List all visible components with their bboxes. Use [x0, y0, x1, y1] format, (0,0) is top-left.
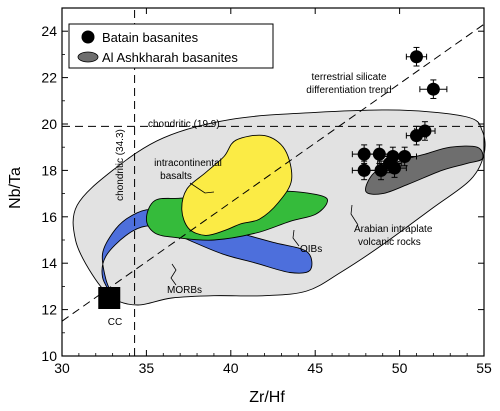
batain-basanite-marker — [426, 82, 440, 96]
y-tick-label: 18 — [41, 162, 57, 178]
x-tick-label: 35 — [139, 360, 155, 376]
data-point — [392, 146, 417, 167]
field-intracontinental-basalts — [181, 134, 293, 236]
batain-basanite-marker — [372, 147, 386, 161]
arabian-label-line-2: volcanic rocks — [358, 237, 421, 248]
label-leader-line — [170, 263, 177, 286]
y-tick-label: 10 — [41, 348, 57, 364]
field-al-ashkharah — [365, 145, 484, 195]
x-tick-label: 50 — [392, 360, 408, 376]
x-tick-label: 55 — [476, 360, 492, 376]
x-tick-label: 30 — [54, 360, 70, 376]
y-tick-label: 16 — [41, 209, 57, 225]
continental-crust-marker — [98, 287, 121, 309]
trend-label-line-2: differentiation trend — [306, 85, 391, 96]
label-leader-line — [292, 229, 300, 247]
legend-marker-batain — [81, 30, 95, 44]
differentiation-trend-line — [61, 23, 485, 322]
data-point — [414, 121, 436, 141]
x-axis-title: Zr/Hf — [249, 389, 285, 406]
intracontinental-label-line-1: intracontinental — [154, 158, 222, 169]
x-tick-label: 40 — [223, 360, 239, 376]
data-point — [419, 79, 448, 99]
label-leader-line — [189, 182, 215, 194]
legend-label-al-ashkharah: Al Ashkharah basanites — [102, 50, 238, 65]
batain-basanite-marker — [409, 50, 423, 64]
data-point-layer — [98, 46, 448, 309]
y-axis-title: Nb/Ta — [7, 167, 24, 209]
legend-label-batain: Batain basanites — [102, 30, 199, 45]
y-tick-label: 12 — [41, 302, 57, 318]
chondritic-zr-hf-label: chondritic (34.3) — [115, 129, 126, 201]
batain-basanite-marker — [388, 161, 402, 175]
plot-frame — [61, 7, 485, 357]
cc-label: CC — [108, 317, 122, 328]
y-tick-label: 14 — [41, 255, 57, 271]
chondritic-nb-ta-label: chondritic (19.9) — [148, 119, 220, 130]
oibs-label: OIBs — [300, 244, 322, 255]
legend-marker-al-ashkharah — [77, 51, 99, 63]
label-leader-line — [350, 204, 359, 226]
axes-layer: 30 35 40 45 50 55 10 12 14 16 18 20 22 24 — [41, 7, 492, 376]
y-tick-label: 22 — [41, 70, 57, 86]
morbs-label: MORBs — [167, 285, 202, 296]
batain-basanite-marker — [374, 163, 388, 177]
y-tick-label: 24 — [41, 23, 57, 39]
data-point — [382, 158, 407, 178]
batain-basanite-marker — [357, 147, 371, 161]
arabian-label-line-1: Arabian intraplate — [354, 224, 433, 235]
intracontinental-label-line-2: basalts — [160, 171, 192, 182]
legend-box — [68, 23, 274, 69]
legend: Batain basanites Al Ashkharah basanites — [68, 23, 274, 69]
data-point — [405, 46, 428, 67]
batain-basanite-marker — [357, 163, 371, 177]
y-tick-label: 20 — [41, 116, 57, 132]
x-tick-label: 45 — [307, 360, 323, 376]
batain-basanite-marker — [398, 149, 412, 163]
trend-label-line-1: terrestrial silicate — [311, 72, 386, 83]
batain-basanite-marker — [418, 124, 432, 138]
annotation-layer: terrestrial silicate differentiation tren… — [108, 72, 433, 328]
